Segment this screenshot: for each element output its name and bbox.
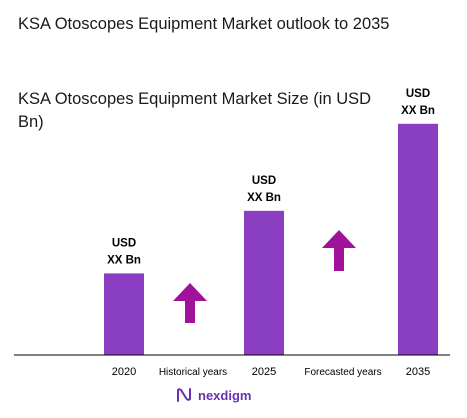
bar-2020 [104, 273, 144, 355]
between-label-1: Historical years [159, 367, 227, 378]
chart-title: KSA Otoscopes Equipment Market outlook t… [18, 15, 390, 33]
between-label-2: Forecasted years [304, 367, 381, 378]
logo-text: nexdigm [198, 387, 252, 403]
up-arrow-icon-2 [322, 230, 356, 271]
chart-subtitle: KSA Otoscopes Equipment Market Size (in … [18, 90, 372, 131]
data-label-2020: USD XX Bn [107, 237, 141, 266]
nexdigm-logo-icon [177, 388, 191, 402]
bar-2035 [398, 123, 438, 355]
bar-2025 [244, 210, 284, 355]
data-label-2035: USD XX Bn [401, 88, 435, 117]
data-label-2025: USD XX Bn [247, 175, 281, 204]
x-tick-2025: 2025 [252, 366, 276, 378]
footer-logo: nexdigm [176, 387, 251, 403]
x-tick-2020: 2020 [112, 366, 136, 378]
up-arrow-icon-1 [173, 283, 207, 323]
x-tick-2035: 2035 [406, 366, 430, 378]
